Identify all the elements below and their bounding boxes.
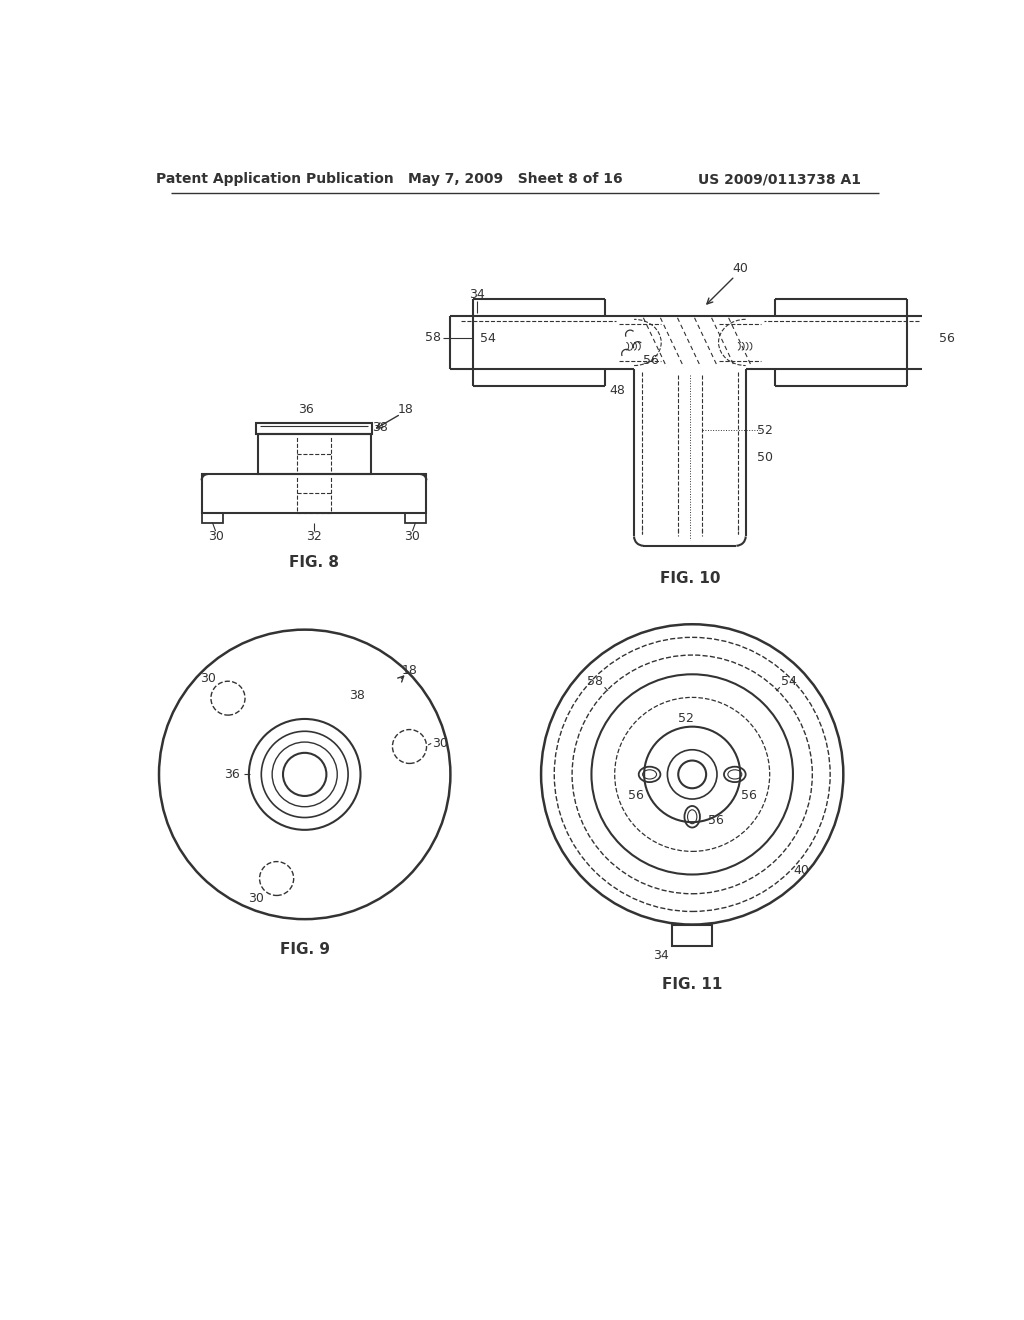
Text: May 7, 2009   Sheet 8 of 16: May 7, 2009 Sheet 8 of 16 (409, 172, 623, 186)
Text: 18: 18 (397, 403, 414, 416)
Text: 56: 56 (939, 333, 955, 345)
Text: 36: 36 (224, 768, 240, 781)
Text: FIG. 9: FIG. 9 (280, 942, 330, 957)
Text: 52: 52 (678, 713, 694, 726)
Text: 54: 54 (781, 675, 797, 688)
Bar (672, 924, 713, 946)
Bar (258, 434, 371, 474)
Text: 54: 54 (480, 333, 497, 345)
Text: 58: 58 (588, 675, 603, 688)
Text: 58: 58 (425, 331, 440, 345)
Text: 50: 50 (757, 450, 773, 463)
Text: 56: 56 (628, 789, 643, 803)
Text: 30: 30 (200, 672, 216, 685)
Text: 56: 56 (643, 354, 659, 367)
Text: FIG. 10: FIG. 10 (659, 570, 720, 586)
Text: 30: 30 (208, 529, 223, 543)
Bar (202, 474, 426, 512)
Text: 52: 52 (757, 424, 773, 437)
Bar (404, 512, 426, 523)
Text: US 2009/0113738 A1: US 2009/0113738 A1 (697, 172, 860, 186)
Text: 48: 48 (609, 384, 625, 397)
Bar (202, 512, 223, 523)
Text: 40: 40 (732, 261, 749, 275)
Text: 38: 38 (349, 689, 366, 702)
Text: 40: 40 (793, 865, 809, 876)
Text: 18: 18 (401, 664, 418, 677)
Text: 34: 34 (469, 288, 484, 301)
Text: 34: 34 (653, 949, 669, 962)
Text: 30: 30 (404, 529, 421, 543)
Text: FIG. 8: FIG. 8 (289, 556, 339, 570)
Text: 30: 30 (432, 737, 449, 750)
Text: Patent Application Publication: Patent Application Publication (157, 172, 394, 186)
Text: 56: 56 (740, 789, 757, 803)
Text: 32: 32 (306, 529, 322, 543)
Text: 38: 38 (372, 421, 388, 434)
Text: FIG. 11: FIG. 11 (662, 977, 722, 993)
Text: 36: 36 (298, 403, 314, 416)
Text: 56: 56 (708, 814, 723, 828)
Text: 30: 30 (249, 892, 264, 906)
Bar (256, 424, 372, 434)
